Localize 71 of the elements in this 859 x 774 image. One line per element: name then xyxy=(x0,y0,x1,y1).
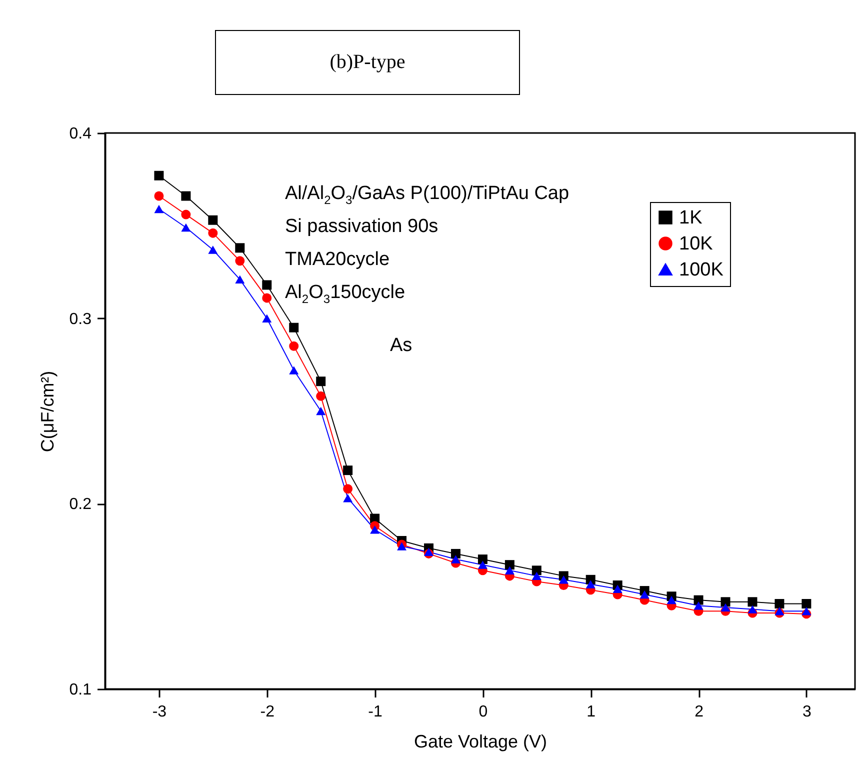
annotation: Al$_{2}$O$_{3}$150cycle xyxy=(285,282,406,306)
point xyxy=(370,526,380,534)
point xyxy=(208,228,218,238)
point xyxy=(235,275,245,284)
point xyxy=(343,494,353,502)
point xyxy=(802,599,812,608)
y-tick-label: 0.4 xyxy=(69,126,92,142)
point xyxy=(450,548,460,558)
point xyxy=(694,595,704,605)
point xyxy=(478,560,488,569)
x-tick-label: -2 xyxy=(260,704,275,720)
point xyxy=(586,580,596,588)
point xyxy=(208,215,218,225)
point xyxy=(558,576,568,584)
point xyxy=(343,484,353,494)
point xyxy=(612,584,622,594)
x-axis-title: Gate Voltage (V) xyxy=(414,732,548,752)
y-axis-title: C(μF/cm²) xyxy=(37,370,58,452)
point xyxy=(262,314,272,322)
point xyxy=(343,466,353,476)
point xyxy=(316,391,326,401)
point xyxy=(235,243,245,253)
x-tick-label: -3 xyxy=(152,704,167,720)
x-tick-label: 3 xyxy=(802,704,812,720)
point xyxy=(262,280,272,290)
x-tick-label: 0 xyxy=(478,704,488,720)
point xyxy=(450,555,460,564)
point xyxy=(154,191,164,201)
point xyxy=(504,566,514,574)
point xyxy=(504,560,514,570)
point xyxy=(666,596,676,604)
point xyxy=(802,607,812,616)
point xyxy=(316,406,326,416)
chart-title: (b)P-type xyxy=(215,30,520,95)
point xyxy=(748,597,758,607)
point xyxy=(748,605,758,614)
point xyxy=(181,223,191,232)
point xyxy=(154,170,164,180)
point xyxy=(262,293,272,303)
legend-label: 10K xyxy=(679,234,714,254)
annotation: Si passivation 90s xyxy=(285,216,438,237)
point xyxy=(289,366,299,374)
y-tick-label: 0.2 xyxy=(69,496,92,514)
point xyxy=(181,191,191,201)
point xyxy=(397,542,407,550)
legend-label: 1K xyxy=(679,208,703,228)
point xyxy=(532,566,542,576)
point xyxy=(640,590,650,599)
point xyxy=(774,607,784,616)
point xyxy=(532,572,542,580)
x-tick-label: -1 xyxy=(368,704,382,720)
y-tick-label: 0.1 xyxy=(69,682,92,698)
point xyxy=(694,601,704,610)
annotation: Al/Al$_{2}$O$_{3}$/GaAs P(100)/TiPtAu Cap xyxy=(285,183,570,207)
y-tick-label: 0.3 xyxy=(69,310,92,328)
point xyxy=(289,322,299,332)
x-tick-label: 1 xyxy=(586,704,596,720)
point xyxy=(154,204,164,214)
point xyxy=(289,341,299,351)
annotation: TMA20cycle xyxy=(285,249,390,270)
point xyxy=(316,376,326,386)
point xyxy=(720,603,730,612)
point xyxy=(424,548,434,556)
x-tick-label: 2 xyxy=(694,704,704,720)
point xyxy=(774,599,784,608)
legend-label: 100K xyxy=(679,260,724,280)
point xyxy=(478,554,488,564)
point xyxy=(181,210,191,220)
annotation: As xyxy=(390,335,412,356)
point xyxy=(235,256,245,266)
point xyxy=(208,246,218,254)
